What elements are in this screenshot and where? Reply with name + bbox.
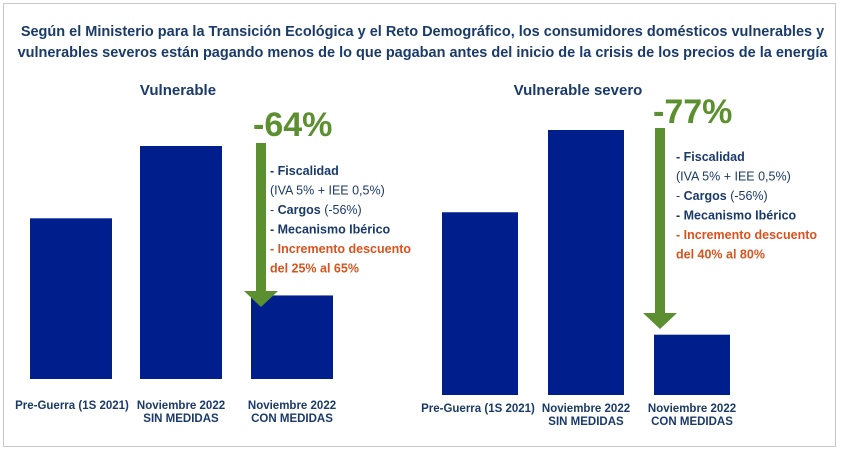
panel-2-note-1: - Fiscalidad xyxy=(676,150,745,164)
chart-title: Según el Ministerio para la Transición E… xyxy=(10,22,835,64)
chart-title-line-1: Según el Ministerio para la Transición E… xyxy=(20,24,825,40)
panel-2-change-label: -77% xyxy=(653,93,732,131)
panel-2-category-label-1: Pre-Guerra (1S 2021) xyxy=(421,403,535,415)
panel-1-category-label-3: Noviembre 2022 CON MEDIDAS xyxy=(248,400,336,425)
panel-2-decrease-arrow xyxy=(643,128,677,329)
panel-1-note-1: - Fiscalidad xyxy=(270,164,339,178)
panel-2-note-6: del 40% al 80% xyxy=(676,248,765,262)
panel-2-category-label-3: Noviembre 2022 CON MEDIDAS xyxy=(648,403,736,428)
panel-1-note-4: - Mecanismo Ibérico xyxy=(270,223,391,237)
panel-2-bar-2 xyxy=(548,130,624,395)
panel-1-note-5: - Incremento descuento xyxy=(270,242,411,256)
panel-2-note-5: - Incremento descuento xyxy=(676,228,817,242)
panel-1-bar-2 xyxy=(140,146,222,379)
panel-2-note-3: - Cargos (-56%) xyxy=(676,189,768,203)
panel-1-category-label-2: Noviembre 2022 SIN MEDIDAS xyxy=(137,400,225,425)
chart-title-line-2: vulnerables severos están pagando menos … xyxy=(17,45,828,61)
panel-1-bar-1 xyxy=(30,218,112,379)
panel-2-category-label-2: Noviembre 2022 SIN MEDIDAS xyxy=(542,403,630,428)
chart-frame xyxy=(3,3,836,447)
panel-1-note-6: del 25% al 65% xyxy=(270,262,359,276)
panel-1-note-3: - Cargos (-56%) xyxy=(270,203,362,217)
panel-2-bar-1 xyxy=(442,212,518,395)
panel-1-title: Vulnerable xyxy=(140,82,216,99)
panel-2-note-2: (IVA 5% + IEE 0,5%) xyxy=(676,170,791,184)
panel-1-note-2: (IVA 5% + IEE 0,5%) xyxy=(270,184,385,198)
panel-2-note-4: - Mecanismo Ibérico xyxy=(676,209,797,223)
panel-1-decrease-arrow xyxy=(244,143,278,307)
panel-2-title: Vulnerable severo xyxy=(514,82,643,99)
panel-1-category-label-1: Pre-Guerra (1S 2021) xyxy=(15,400,129,412)
panel-1-change-label: -64% xyxy=(253,106,332,144)
panel-1-bar-3 xyxy=(251,295,333,379)
panel-2-bar-3 xyxy=(654,334,730,395)
